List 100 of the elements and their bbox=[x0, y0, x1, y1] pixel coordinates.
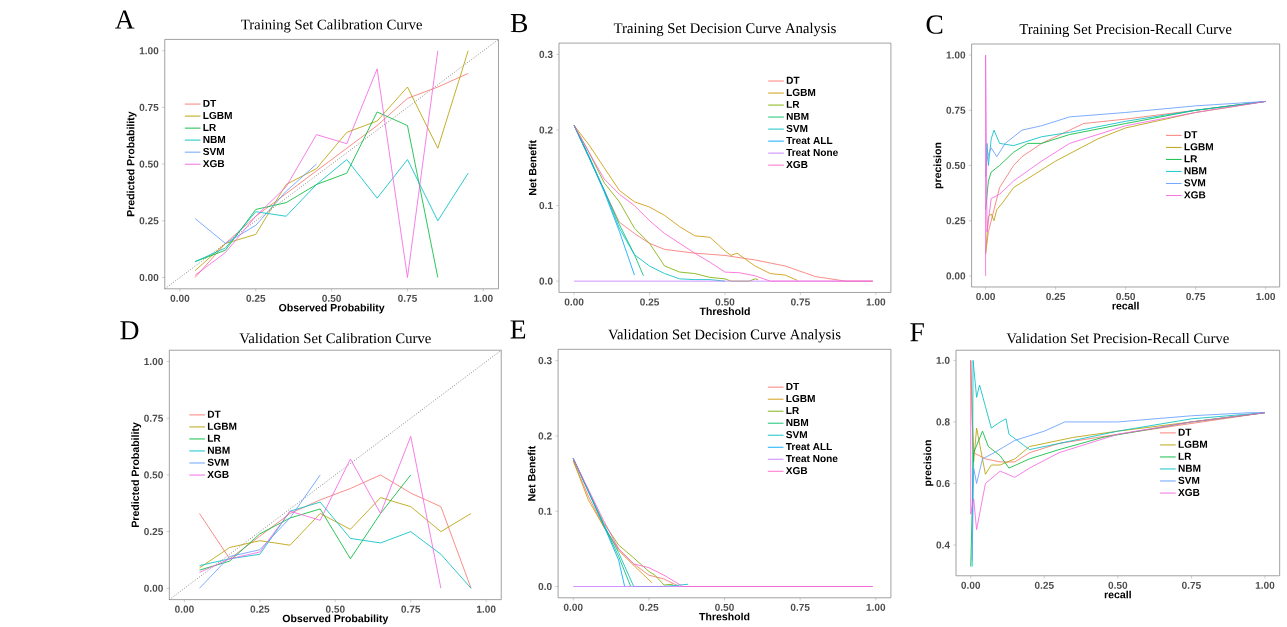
legend-label: NBM bbox=[1184, 167, 1207, 175]
legend-label: DT bbox=[1184, 131, 1198, 138]
x-tick-label: 0.00 bbox=[961, 581, 981, 589]
legend-label: XGB bbox=[207, 470, 229, 478]
legend-label: LR bbox=[1184, 155, 1198, 163]
x-tick-label: 0.50 bbox=[715, 603, 734, 611]
x-axis-title: Threshold bbox=[699, 612, 750, 621]
y-axis-title: Net Benefit bbox=[528, 139, 537, 195]
legend-label: LR bbox=[786, 100, 800, 108]
text: C bbox=[926, 15, 943, 34]
text: F bbox=[910, 323, 924, 342]
y-tick-label: 0.25 bbox=[139, 217, 159, 225]
y-tick-label: 0.50 bbox=[144, 471, 163, 479]
chart-title: Validation Set Calibration Curve bbox=[239, 332, 431, 344]
chart-title: Training Set Precision-Recall Curve bbox=[1019, 23, 1232, 37]
y-tick-label: 0.0 bbox=[538, 582, 552, 590]
legend-label: LGBM bbox=[786, 394, 815, 402]
x-axis-title: recall bbox=[1112, 301, 1139, 310]
legend-label: LR bbox=[203, 123, 217, 131]
x-tick-label: 0.50 bbox=[715, 298, 735, 306]
legend-label: XGB bbox=[202, 159, 225, 167]
y-tick-label: 0.50 bbox=[946, 161, 966, 169]
y-tick-label: 0.75 bbox=[139, 103, 159, 111]
y-tick-label: 0.50 bbox=[139, 160, 159, 168]
chart-title: Training Set Calibration Curve bbox=[241, 18, 422, 33]
y-tick-label: 0.3 bbox=[538, 356, 552, 365]
text: D bbox=[120, 321, 139, 340]
y-tick-label: 0.00 bbox=[139, 273, 159, 281]
x-axis-title: Observed Probability bbox=[279, 303, 385, 314]
legend-label: LR bbox=[207, 434, 221, 442]
legend-label: NBM bbox=[786, 112, 809, 120]
x-tick-label: 0.75 bbox=[790, 298, 810, 306]
legend-label: DT bbox=[207, 410, 221, 418]
legend-label: DT bbox=[786, 382, 800, 390]
x-tick-label: 0.25 bbox=[246, 294, 266, 302]
legend-label: NBM bbox=[786, 418, 809, 426]
x-tick-label: 0.25 bbox=[1034, 581, 1054, 589]
x-tick-label: 0.50 bbox=[1116, 292, 1136, 300]
x-tick-label: 0.75 bbox=[401, 605, 421, 613]
x-tick-label: 0.25 bbox=[250, 605, 270, 613]
y-tick-label: 0.8 bbox=[936, 418, 950, 426]
y-axis-title: Predicted Probability bbox=[126, 111, 137, 216]
y-tick-label: 0.00 bbox=[946, 272, 966, 280]
legend-label: DT bbox=[1178, 428, 1192, 436]
x-tick-label: 0.50 bbox=[325, 605, 345, 613]
legend-label: LGBM bbox=[207, 422, 237, 430]
legend-label: Treat None bbox=[785, 454, 838, 462]
x-tick-label: 0.00 bbox=[563, 603, 583, 611]
chart-title: Validation Set Decision Curve Analysis bbox=[608, 328, 841, 343]
legend-label: XGB bbox=[1184, 191, 1206, 199]
x-tick-label: 0.00 bbox=[564, 298, 584, 306]
legend-label: SVM bbox=[203, 147, 224, 155]
x-tick-label: 0.25 bbox=[639, 603, 659, 611]
x-tick-label: 1.00 bbox=[474, 294, 493, 302]
legend-label: LGBM bbox=[1178, 440, 1208, 448]
text: E bbox=[510, 320, 526, 339]
legend-label: NBM bbox=[203, 135, 226, 143]
x-tick-label: 0.75 bbox=[1181, 581, 1201, 589]
x-tick-label: 0.00 bbox=[976, 292, 995, 300]
y-tick-label: 1.00 bbox=[946, 51, 966, 59]
legend-label: NBM bbox=[207, 446, 230, 454]
x-tick-label: 1.00 bbox=[1256, 292, 1276, 300]
x-tick-label: 0.00 bbox=[170, 294, 190, 302]
legend-label: LR bbox=[786, 406, 800, 414]
y-axis-title: precision bbox=[933, 142, 944, 189]
legend-label: SVM bbox=[207, 458, 229, 466]
x-axis-title: Observed Probability bbox=[282, 614, 389, 625]
y-tick-label: 0.25 bbox=[144, 527, 164, 536]
legend-label: SVM bbox=[1184, 179, 1206, 187]
legend-label: Treat None bbox=[786, 148, 838, 156]
x-axis-title: Threshold bbox=[699, 307, 750, 315]
x-tick-label: 0.50 bbox=[322, 294, 342, 302]
legend-label: LR bbox=[1178, 452, 1192, 460]
y-tick-label: 0.3 bbox=[539, 50, 553, 58]
legend-label: DT bbox=[203, 99, 217, 107]
legend-label: Treat ALL bbox=[785, 442, 832, 450]
x-tick-label: 1.00 bbox=[1255, 581, 1275, 589]
legend-label: SVM bbox=[786, 124, 808, 132]
legend-label: NBM bbox=[1178, 464, 1201, 472]
y-tick-label: 0.25 bbox=[946, 216, 966, 225]
legend-label: Treat ALL bbox=[786, 136, 833, 144]
y-tick-label: 0.6 bbox=[936, 479, 950, 487]
y-axis-title: precision bbox=[923, 440, 934, 486]
x-tick-label: 0.25 bbox=[1046, 292, 1066, 300]
y-axis-title: Net Benefit bbox=[527, 445, 536, 501]
x-tick-label: 1.00 bbox=[866, 298, 886, 306]
y-tick-label: 0.75 bbox=[144, 414, 164, 422]
legend-label: SVM bbox=[786, 430, 807, 438]
x-tick-label: 0.00 bbox=[175, 605, 194, 613]
legend-label: DT bbox=[786, 76, 800, 84]
chart-title: Validation Set Precision-Recall Curve bbox=[1006, 332, 1229, 344]
y-tick-label: 1.0 bbox=[936, 356, 950, 364]
x-tick-label: 0.75 bbox=[790, 603, 810, 611]
x-tick-label: 0.50 bbox=[1108, 581, 1128, 589]
text: B bbox=[510, 13, 528, 33]
chart-title: Training Set Decision Curve Analysis bbox=[613, 22, 836, 36]
legend-label: XGB bbox=[1178, 488, 1200, 496]
legend-label: LGBM bbox=[786, 88, 816, 96]
y-tick-label: 0.1 bbox=[539, 201, 553, 209]
x-tick-label: 1.00 bbox=[476, 605, 496, 613]
